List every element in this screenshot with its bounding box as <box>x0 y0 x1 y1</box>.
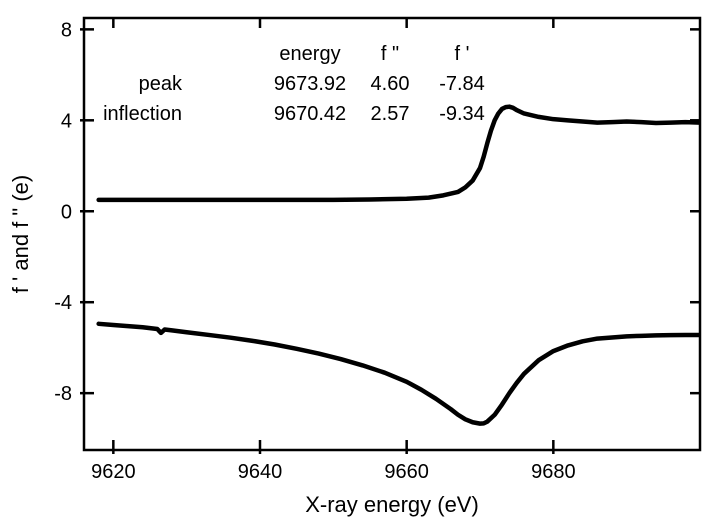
series-f_prime <box>99 324 700 424</box>
inset-cell: 9670.42 <box>274 103 346 125</box>
x-tick-label: 9620 <box>91 461 136 483</box>
y-tick-label: -4 <box>54 292 72 314</box>
inset-row-label: peak <box>139 73 183 95</box>
chart-svg: 9620 9640 9660 9680 -8 -4 0 4 8 X-ray energy (eV)… <box>0 0 720 532</box>
y-tick-label: 0 <box>61 201 72 223</box>
x-tick-label: 9680 <box>531 461 576 483</box>
y-tick-label: 8 <box>61 19 72 41</box>
x-tick-label: 9660 <box>384 461 429 483</box>
y-axis-label: f ' and f " (e) <box>8 175 33 293</box>
inset-cell: 4.60 <box>371 73 410 95</box>
inset-cell: 2.57 <box>371 103 410 125</box>
x-tick-label: 9640 <box>238 461 283 483</box>
inset-header: energy <box>279 43 340 65</box>
x-axis-label: X-ray energy (eV) <box>305 492 479 517</box>
xray-scattering-chart: 9620 9640 9660 9680 -8 -4 0 4 8 X-ray energy (eV)… <box>0 0 720 532</box>
inset-cell: 9673.92 <box>274 73 346 95</box>
inset-cell: -7.84 <box>439 73 485 95</box>
y-tick-label: -8 <box>54 383 72 405</box>
y-tick-label: 4 <box>61 110 72 132</box>
inset-cell: -9.34 <box>439 103 485 125</box>
inset-row-label: inflection <box>103 103 182 125</box>
inset-header: f " <box>381 43 399 65</box>
inset-header: f ' <box>455 43 470 65</box>
